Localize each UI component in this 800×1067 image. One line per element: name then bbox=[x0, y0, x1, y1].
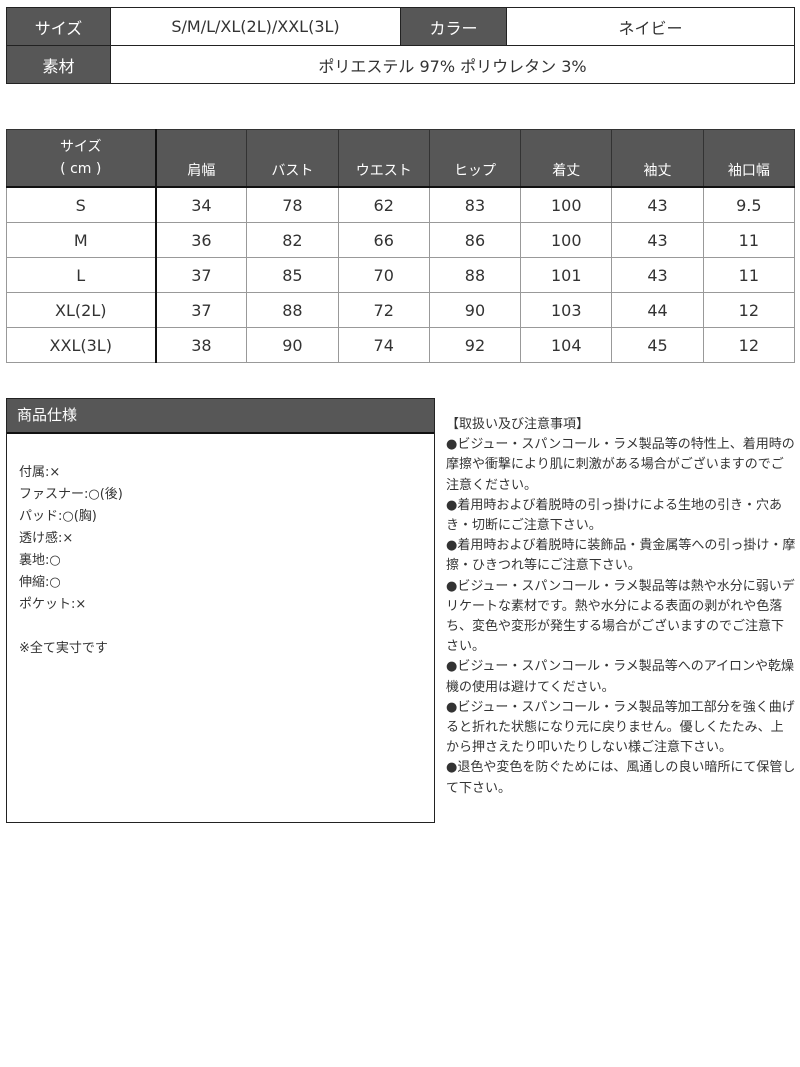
measurement-cell: 101 bbox=[520, 257, 613, 293]
spec-item: 伸縮:○ bbox=[19, 575, 61, 590]
measurement-cell: 100 bbox=[520, 222, 613, 258]
measurement-cell: 11 bbox=[702, 222, 796, 258]
care-item: ●着用時および着脱時に装飾品・貴金属等への引っ掛け・摩擦・ひきつれ等にご注意下さ… bbox=[446, 538, 796, 574]
measurement-cell: 62 bbox=[337, 186, 430, 223]
size-header-unit: ( cm ) bbox=[60, 161, 102, 177]
measurement-cell: 37 bbox=[154, 292, 248, 328]
material-label: 素材 bbox=[6, 45, 111, 84]
measurement-cell: 92 bbox=[428, 327, 522, 363]
spec-item: 透け感:× bbox=[19, 531, 74, 546]
size-label: サイズ bbox=[6, 7, 111, 46]
care-item: ●ビジュー・スパンコール・ラメ製品等へのアイロンや乾燥機の使用は避けてください。 bbox=[446, 659, 795, 695]
measurement-cell: 43 bbox=[611, 257, 704, 293]
size-cell: XXL(3L) bbox=[6, 327, 157, 363]
size-header: サイズ ( cm ) bbox=[6, 129, 157, 188]
measurement-cell: 88 bbox=[428, 257, 522, 293]
table-row: XXL(3L) 38 90 74 92 104 45 12 bbox=[6, 327, 796, 363]
measurement-cell: 43 bbox=[611, 186, 704, 223]
measurement-cell: 9.5 bbox=[702, 186, 796, 223]
size-cell: M bbox=[6, 222, 157, 258]
table-row: L 37 85 70 88 101 43 11 bbox=[6, 257, 796, 293]
measurement-cell: 37 bbox=[154, 257, 248, 293]
measurement-cell: 12 bbox=[702, 327, 796, 363]
product-spec-box: 商品仕様 付属:× ファスナー:○(後) パッド:○(胸) 透け感:× 裏地:○ 伸縮:○… bbox=[6, 398, 435, 823]
care-item: ●ビジュー・スパンコール・ラメ製品等の特性上、着用時の摩擦や衝撃により肌に刺激が… bbox=[446, 437, 795, 493]
measurement-cell: 45 bbox=[611, 327, 704, 363]
product-info-table: サイズ S/M/L/XL(2L)/XXL(3L) カラー ネイビー 素材 ポリエ… bbox=[6, 7, 795, 84]
measurement-cell: 90 bbox=[428, 292, 522, 328]
measurement-cell: 90 bbox=[246, 327, 339, 363]
material-value: ポリエステル 97% ポリウレタン 3% bbox=[110, 45, 795, 84]
measurement-cell: 88 bbox=[246, 292, 339, 328]
table-row: M 36 82 66 86 100 43 11 bbox=[6, 222, 796, 258]
column-header: 袖口幅 bbox=[702, 129, 796, 188]
measurement-cell: 70 bbox=[337, 257, 430, 293]
measurement-cell: 100 bbox=[520, 186, 613, 223]
measurement-cell: 11 bbox=[702, 257, 796, 293]
spec-item: パッド:○(胸) bbox=[19, 509, 97, 524]
column-header: ヒップ bbox=[428, 129, 522, 188]
measurement-cell: 44 bbox=[611, 292, 704, 328]
size-cell: L bbox=[6, 257, 157, 293]
size-value: S/M/L/XL(2L)/XXL(3L) bbox=[110, 7, 401, 46]
measurement-cell: 104 bbox=[520, 327, 613, 363]
measurement-cell: 34 bbox=[154, 186, 248, 223]
measurement-cell: 83 bbox=[428, 186, 522, 223]
measurement-cell: 86 bbox=[428, 222, 522, 258]
care-item: ●退色や変色を防ぐためには、風通しの良い暗所にて保管して下さい。 bbox=[446, 760, 796, 796]
table-row: XL(2L) 37 88 72 90 103 44 12 bbox=[6, 292, 796, 328]
care-item: ●ビジュー・スパンコール・ラメ製品等は熱や水分に弱いデリケートな素材です。熱や水… bbox=[446, 578, 795, 655]
measurement-cell: 38 bbox=[154, 327, 248, 363]
measurement-cell: 74 bbox=[337, 327, 430, 363]
spec-item: ポケット:× bbox=[19, 597, 87, 612]
measurement-cell: 82 bbox=[246, 222, 339, 258]
size-cell: S bbox=[6, 186, 157, 223]
care-item: ●ビジュー・スパンコール・ラメ製品等加工部分を強く曲げると折れた状態になり元に戻… bbox=[446, 699, 795, 756]
measurement-cell: 103 bbox=[520, 292, 613, 328]
column-header: 肩幅 bbox=[154, 129, 248, 188]
size-table: サイズ ( cm ) 肩幅 バスト ウエスト ヒップ 着丈 袖丈 袖口幅 S 34 78 62 83… bbox=[6, 129, 796, 363]
measurement-cell: 12 bbox=[702, 292, 796, 328]
color-value: ネイビー bbox=[506, 7, 795, 46]
table-row: S 34 78 62 83 100 43 9.5 bbox=[6, 186, 796, 223]
column-header: 着丈 bbox=[520, 129, 613, 188]
measurement-cell: 85 bbox=[246, 257, 339, 293]
measurement-cell: 78 bbox=[246, 186, 339, 223]
care-title: 【取扱い及び注意事項】 bbox=[446, 417, 590, 432]
spec-item: 裏地:○ bbox=[19, 553, 61, 568]
column-header: バスト bbox=[246, 129, 339, 188]
spec-title: 商品仕様 bbox=[7, 399, 434, 434]
size-cell: XL(2L) bbox=[6, 292, 157, 328]
spec-note: ※全て実寸です bbox=[19, 641, 108, 656]
size-header-label: サイズ bbox=[59, 139, 102, 155]
measurement-cell: 36 bbox=[154, 222, 248, 258]
column-header: ウエスト bbox=[337, 129, 430, 188]
column-header: 袖丈 bbox=[611, 129, 704, 188]
care-notes: 【取扱い及び注意事項】 ●ビジュー・スパンコール・ラメ製品等の特性上、着用時の摩… bbox=[446, 415, 796, 799]
spec-item: 付属:× bbox=[19, 465, 61, 480]
measurement-cell: 72 bbox=[337, 292, 430, 328]
color-label: カラー bbox=[400, 7, 507, 46]
care-item: ●着用時および着脱時の引っ掛けによる生地の引き・穴あき・切断にご注意下さい。 bbox=[446, 497, 782, 534]
measurement-cell: 43 bbox=[611, 222, 704, 258]
measurement-cell: 66 bbox=[337, 222, 430, 258]
spec-item: ファスナー:○(後) bbox=[19, 487, 123, 502]
